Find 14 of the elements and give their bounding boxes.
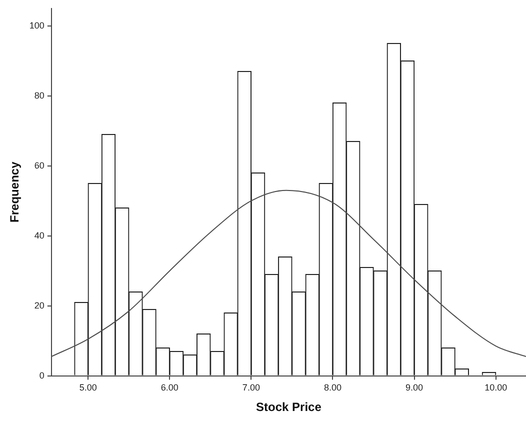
y-tick-label: 0 (39, 370, 44, 380)
x-tick-label: 7.00 (242, 382, 260, 393)
y-tick-label: 80 (34, 90, 44, 100)
x-tick-label: 6.00 (160, 382, 178, 393)
y-tick-label: 20 (34, 300, 44, 310)
y-axis-title: Frequency (8, 161, 22, 222)
x-tick-label: 10.00 (484, 382, 508, 393)
x-tick-label: 9.00 (406, 382, 424, 393)
y-tick-label: 40 (34, 230, 44, 240)
x-axis-title: Stock Price (256, 400, 322, 414)
y-tick-label: 60 (34, 160, 44, 170)
x-tick-label: 8.00 (324, 382, 342, 393)
x-tick-label: 5.00 (79, 382, 97, 393)
y-tick-label: 100 (29, 20, 44, 30)
